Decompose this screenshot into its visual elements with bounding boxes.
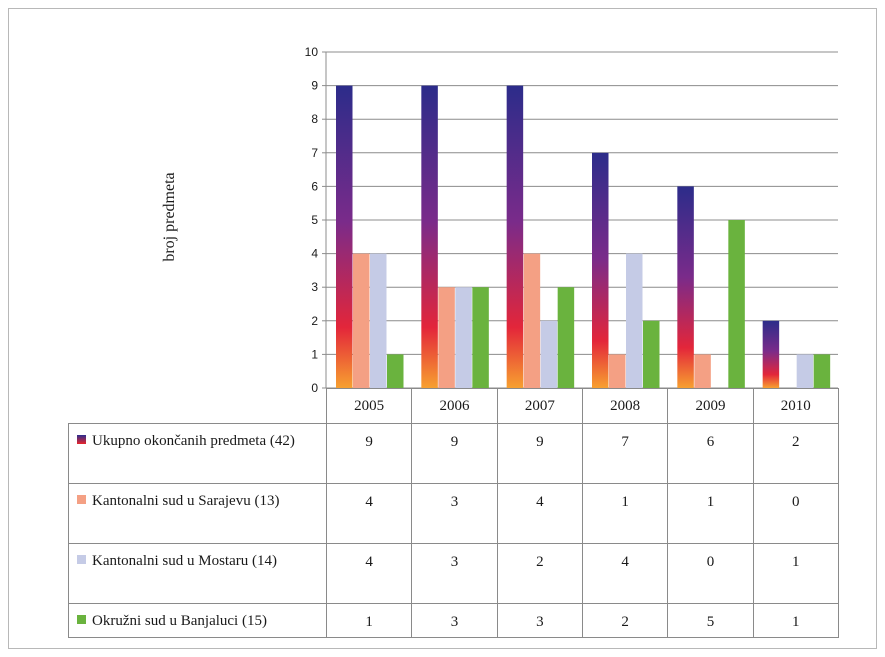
bar [626,253,643,388]
x-tick-label: 2010 [752,388,839,424]
bar [643,320,660,388]
year-header-row: 2005 2006 2007 2008 2009 2010 [68,388,839,424]
y-tick-label: 0 [311,381,318,395]
y-tick-label: 3 [311,280,318,294]
data-label: 1 [752,603,839,638]
legend-entry: Ukupno okončanih predmeta (42) [68,423,327,484]
data-label: 4 [581,543,669,604]
legend-entry: Kantonalni sud u Mostaru (14) [68,543,327,604]
data-label: 3 [496,603,583,638]
legend-swatch [77,555,86,564]
bar [813,354,831,388]
data-table: 2005 2006 2007 2008 2009 2010 Ukupno okončani… [68,388,839,638]
gridlines [326,51,838,389]
data-label: 2 [752,423,839,484]
bar [609,354,626,388]
y-tick-label: 8 [311,112,318,126]
data-label: 1 [325,603,413,638]
data-label: 0 [667,543,754,604]
data-label: 1 [581,483,669,544]
bar [455,287,472,388]
data-label: 4 [496,483,583,544]
bar [592,152,609,388]
y-tick-label: 1 [311,347,318,361]
legend-entry: Okružni sud u Banjaluci (15) [68,603,327,638]
bar [523,253,541,388]
y-tick-label: 6 [311,179,318,193]
y-axis: 0 1 2 3 4 5 6 7 8 9 10 [305,45,327,395]
series-name: Okružni sud u Banjaluci (15) [92,613,267,629]
bar [728,220,745,388]
data-label: 4 [325,483,413,544]
legend-entry: Kantonalni sud u Sarajevu (13) [68,483,327,544]
legend-swatch [77,435,86,444]
bar [694,354,711,388]
bar [540,320,558,388]
bar [557,287,575,388]
bars [336,85,831,388]
table-row: Kantonalni sud u Sarajevu (13) 4 3 4 1 1 0 [68,483,839,544]
table-row: Okružni sud u Banjaluci (15) 1 3 3 2 5 1 [68,603,839,638]
data-label: 9 [411,423,498,484]
bar [370,253,387,388]
table-row: Kantonalni sud u Mostaru (14) 4 3 2 4 0 1 [68,543,839,604]
bar [506,85,524,388]
bar [472,287,489,388]
bar [387,354,404,388]
y-tick-label: 4 [311,247,318,261]
bar [421,85,438,388]
data-label: 2 [496,543,583,604]
data-label: 1 [752,543,839,604]
data-label: 5 [667,603,754,638]
data-label: 9 [325,423,413,484]
series-name: Kantonalni sud u Mostaru (14) [92,553,277,569]
x-tick-label: 2008 [581,388,669,424]
table-row: Ukupno okončanih predmeta (42) 9 9 9 7 6 2 [68,423,839,484]
x-tick-label: 2007 [496,388,583,424]
x-tick-label: 2005 [325,388,413,424]
data-label: 2 [581,603,669,638]
legend-swatch [77,615,86,624]
y-tick-label: 10 [305,45,319,59]
data-label: 9 [496,423,583,484]
bar [677,186,694,388]
y-tick-label: 7 [311,146,318,160]
y-tick-label: 9 [311,79,318,93]
data-label: 3 [411,483,498,544]
data-label: 7 [581,423,669,484]
y-axis-label: broj predmeta [161,172,178,262]
data-label: 4 [325,543,413,604]
y-tick-label: 2 [311,314,318,328]
data-label: 3 [411,543,498,604]
y-tick-label: 5 [311,213,318,227]
bar [796,354,814,388]
bar [438,287,455,388]
x-tick-label: 2009 [667,388,754,424]
table-corner [68,388,327,424]
data-label: 6 [667,423,754,484]
legend-swatch [77,495,86,504]
chart-frame [8,8,877,649]
data-label: 3 [411,603,498,638]
series-name: Ukupno okončanih predmeta (42) [92,433,295,449]
bar [762,320,780,388]
data-label: 0 [752,483,839,544]
bar [353,253,370,388]
x-tick-label: 2006 [411,388,498,424]
data-label: 1 [667,483,754,544]
bar [336,85,353,388]
series-name: Kantonalni sud u Sarajevu (13) [92,493,280,509]
y-axis-label-wrap: broj predmeta [158,172,182,261]
